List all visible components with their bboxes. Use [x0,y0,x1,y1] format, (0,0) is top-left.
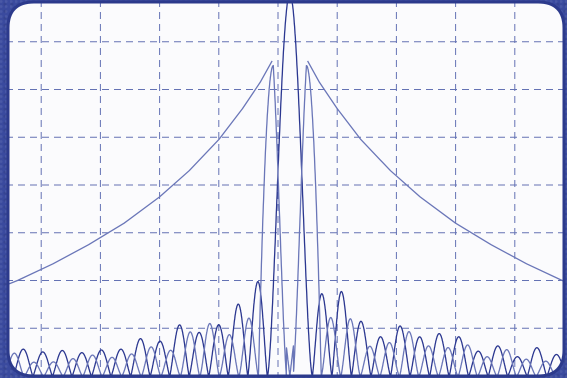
series-envelope-right [307,60,564,296]
series-envelope-left [8,60,273,296]
series-split-spectrum [8,64,564,376]
screen-background [8,2,564,376]
screen-border [6,0,566,378]
traces [8,2,564,376]
spectrum-plot [6,0,566,378]
oscilloscope-screen [6,0,567,378]
